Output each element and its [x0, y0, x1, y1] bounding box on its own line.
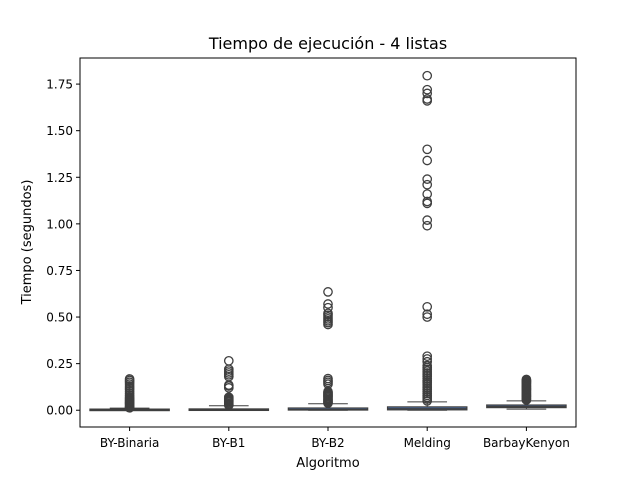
- y-tick-label: 1.50: [46, 124, 73, 138]
- outlier-point: [422, 70, 433, 81]
- outlier-point: [422, 301, 433, 312]
- y-tick-label: 1.75: [46, 78, 73, 92]
- outlier-point: [323, 386, 333, 397]
- y-tick-label: 0.00: [46, 404, 73, 418]
- x-axis: BY-Binaria BY-B1 BY-B2 Melding BarbayKenyon: [100, 427, 570, 450]
- outlier-point: [422, 309, 433, 320]
- box-group: [486, 374, 567, 410]
- plot-frame: [79, 57, 577, 428]
- outlier-point: [422, 351, 433, 362]
- box-group: [287, 287, 369, 411]
- x-tick-label: BarbayKenyon: [483, 436, 570, 450]
- y-tick-label: 0.75: [46, 264, 73, 278]
- box-group: [386, 70, 468, 411]
- outlier-point: [422, 155, 433, 166]
- y-tick-label: 1.25: [46, 171, 73, 185]
- outlier-point: [323, 308, 333, 319]
- outlier-point: [422, 94, 433, 104]
- outlier-point: [422, 174, 433, 184]
- outlier-point: [223, 355, 234, 366]
- outlier-point: [323, 287, 333, 297]
- outlier-point: [422, 360, 433, 371]
- y-tick-label: 1.00: [46, 217, 73, 231]
- box-group: [89, 374, 170, 413]
- outlier-point: [323, 299, 333, 309]
- x-tick-label: BY-B1: [212, 436, 245, 450]
- outlier-point: [422, 215, 433, 225]
- outlier-point: [323, 302, 333, 313]
- y-tick-label: 0.50: [46, 311, 73, 325]
- y-axis-label: Tiempo (segundos): [20, 180, 35, 306]
- x-tick-label: Melding: [404, 436, 451, 450]
- outlier-point: [422, 356, 433, 367]
- outlier-point: [521, 374, 532, 385]
- chart-title: Tiempo de ejecución - 4 listas: [208, 34, 447, 53]
- outlier-point: [422, 84, 433, 95]
- y-tick-label: 0.25: [46, 357, 73, 371]
- x-axis-label: Algoritmo: [296, 456, 359, 471]
- outlier-point: [323, 373, 333, 384]
- outlier-point: [422, 312, 433, 322]
- box-group: [188, 355, 270, 412]
- outlier-point: [422, 196, 433, 207]
- outlier-point: [422, 189, 433, 199]
- outlier-point: [422, 354, 433, 364]
- y-axis: 0.00 0.25 0.50 0.75 1.00 1.25 1.50 1.75: [46, 78, 80, 418]
- outlier-point: [422, 220, 433, 231]
- x-tick-label: BY-B2: [311, 436, 344, 450]
- outlier-point: [124, 374, 135, 384]
- outlier-point: [422, 88, 433, 99]
- outlier-point: [422, 179, 433, 190]
- boxes-layer: [89, 70, 567, 413]
- outlier-point: [422, 144, 433, 155]
- x-tick-label: BY-Binaria: [100, 436, 160, 450]
- outlier-point: [223, 392, 234, 403]
